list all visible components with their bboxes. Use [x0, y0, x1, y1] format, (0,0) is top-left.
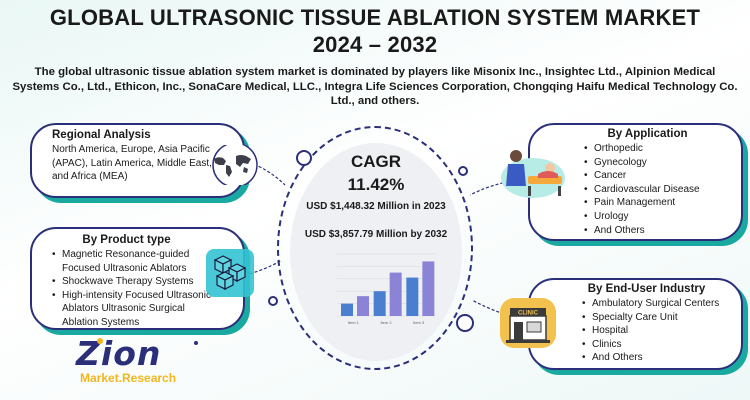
- chart-bar: [406, 277, 419, 316]
- list-item: Shockwave Therapy Systems: [50, 275, 220, 289]
- list-item: Specialty Care Unit: [580, 311, 733, 325]
- center-circle: [290, 143, 462, 361]
- cubes-icon: [206, 249, 254, 297]
- product-list: Magnetic Resonance-guided Focused Ultras…: [50, 248, 220, 330]
- list-item: Hospital: [580, 324, 733, 338]
- list-item: High-intensity Focused Ultrasonic Ablato…: [50, 289, 220, 330]
- ring-dot: [458, 166, 468, 176]
- logo-brand: Zion: [76, 334, 162, 373]
- regional-text: North America, Europe, Asia Pacific (APA…: [52, 144, 212, 183]
- page-title: GLOBAL ULTRASONIC TISSUE ABLATION SYSTEM…: [49, 5, 701, 57]
- chart-tick-label: Item 2: [380, 320, 392, 325]
- chart-bar: [422, 261, 435, 316]
- cagr-value: 11.42%: [347, 175, 405, 194]
- list-item: Urology: [582, 210, 733, 224]
- list-item: Ambulatory Surgical Centers: [580, 297, 733, 311]
- enduser-heading: By End-User Industry: [587, 283, 706, 295]
- chart-bar: [389, 272, 402, 316]
- application-heading: By Application: [607, 128, 688, 140]
- market-size-2023: USD $1,448.32 Million in 2023: [306, 201, 446, 212]
- end-user-card: By End-User Industry Ambulatory Surgical…: [528, 278, 743, 370]
- cagr-label: CAGR: [350, 152, 402, 171]
- logo-subtext: Market.Research: [80, 371, 177, 385]
- list-item: Gynecology: [582, 156, 733, 170]
- mini-bar-chart: Item 1 Item 2 Item 3: [337, 253, 435, 325]
- application-list: Orthopedic Gynecology Cancer Cardiovascu…: [582, 142, 733, 237]
- chart-bar: [341, 303, 353, 316]
- regional-heading: Regional Analysis: [52, 129, 151, 141]
- list-item: Magnetic Resonance-guided Focused Ultras…: [50, 248, 220, 275]
- zion-logo-icon: [97, 338, 198, 345]
- list-item: And Others: [582, 224, 733, 238]
- dashed-ring: [277, 126, 473, 370]
- list-item: Clinics: [580, 338, 733, 352]
- list-item: Pain Management: [582, 196, 733, 210]
- list-item: And Others: [580, 351, 733, 365]
- ring-dot: [456, 314, 474, 332]
- chart-bar: [373, 291, 386, 316]
- zion-logo: Zion Market.Research: [76, 337, 206, 397]
- list-item: Orthopedic: [582, 142, 733, 156]
- ring-dot: [296, 150, 312, 166]
- list-item: Cancer: [582, 169, 733, 183]
- page-subtitle: The global ultrasonic tissue ablation sy…: [12, 66, 738, 107]
- clinic-icon: CLINIC: [500, 298, 556, 348]
- chart-bar: [357, 296, 369, 316]
- doctor-patient-icon: [501, 150, 565, 198]
- enduser-list: Ambulatory Surgical Centers Specialty Ca…: [580, 297, 733, 365]
- chart-tick-label: Item 1: [348, 320, 360, 325]
- ring-dot: [268, 296, 278, 306]
- product-heading: By Product type: [82, 234, 171, 246]
- clinic-sign-text: CLINIC: [518, 311, 539, 317]
- list-item: Cardiovascular Disease: [582, 183, 733, 197]
- market-size-2032: USD $3,857.79 Million by 2032: [304, 229, 448, 240]
- world-map-icon: [212, 145, 258, 185]
- chart-tick-label: Item 3: [413, 320, 425, 325]
- regional-analysis-card: Regional Analysis North America, Europe,…: [30, 123, 245, 198]
